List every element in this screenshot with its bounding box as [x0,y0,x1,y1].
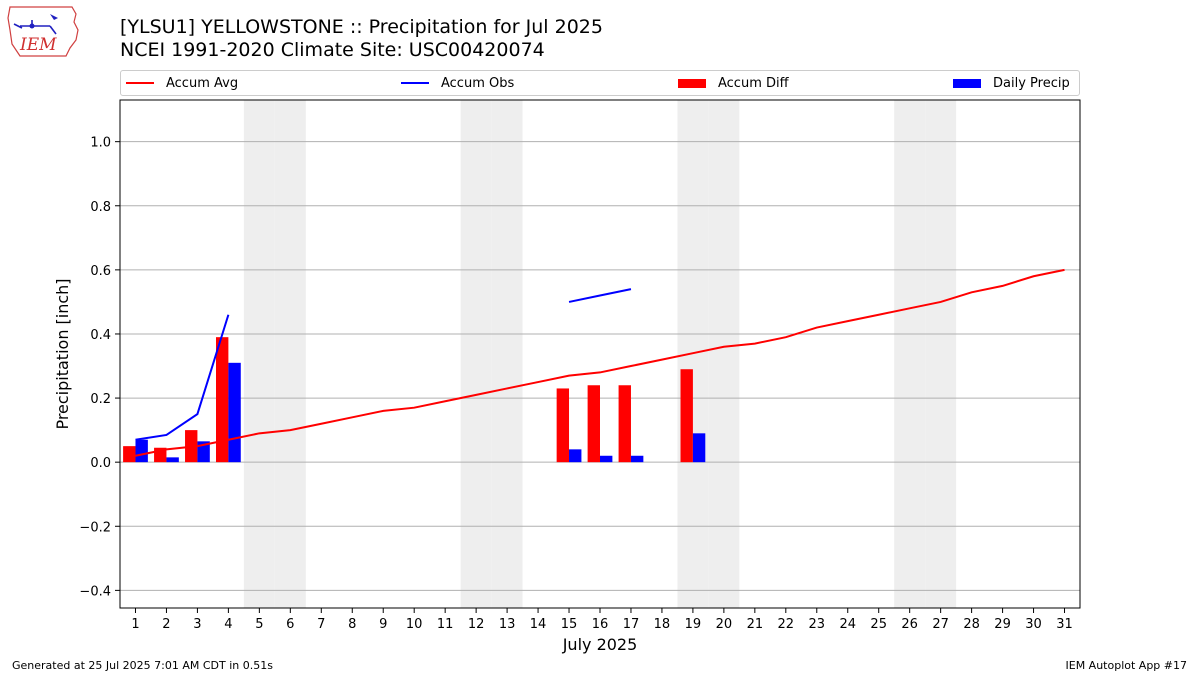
legend-label-accum-avg: Accum Avg [166,75,239,91]
plot-frame [119,99,1081,609]
line-accum-obs [135,314,230,441]
weather-station-icon [13,20,57,35]
y-tick-label: 0.4 [90,328,111,343]
legend-swatch-daily [953,78,981,88]
x-tick-label: 14 [530,617,547,632]
y-tick-label: −0.4 [79,584,111,599]
footer-app-label: IEM Autoplot App #17 [1065,659,1188,672]
legend-item-accum-diff: Accum Diff [678,71,789,95]
weekend-band [708,100,740,608]
weekend-band [925,100,957,608]
x-tick-label: 21 [747,617,764,632]
x-tick-label: 28 [963,617,980,632]
legend-label-accum-obs: Accum Obs [441,75,515,91]
logo-text: IEM [19,35,57,55]
x-tick-label: 1 [131,617,139,632]
x-tick-label: 5 [255,617,263,632]
x-axis-label: July 2025 [562,635,638,654]
y-tick-label: 1.0 [90,136,111,151]
y-tick-label: 0.8 [90,200,111,215]
bar-daily-precip [135,439,148,463]
x-tick-label: 24 [839,617,856,632]
bar-daily-precip [197,441,210,463]
bar-accum-diff [123,446,136,463]
bar-accum-diff [216,337,229,463]
x-tick-label: 7 [317,617,325,632]
x-tick-label: 2 [162,617,170,632]
x-tick-label: 6 [286,617,294,632]
chart-legend: Accum Avg Accum Obs Accum Diff Daily Pre… [120,70,1080,96]
x-tick-label: 19 [685,617,702,632]
x-tick-label: 3 [193,617,201,632]
bar-accum-diff [556,388,570,463]
x-tick-label: 25 [870,617,887,632]
bar-daily-precip [228,362,241,463]
x-tick-label: 12 [468,617,485,632]
footer-generated-text: Generated at 25 Jul 2025 7:01 AM CDT in … [12,659,273,672]
bar-daily-precip [600,455,613,463]
x-tick-label: 18 [654,617,671,632]
y-tick-label: 0.2 [90,392,111,407]
x-tick-label: 4 [224,617,232,632]
x-tick-label: 15 [561,617,578,632]
line-accum-avg [135,268,1065,457]
chart-title: [YLSU1] YELLOWSTONE :: Precipitation for… [120,16,603,38]
legend-item-daily-precip: Daily Precip [953,71,1070,95]
legend-swatch-avg [126,82,154,84]
x-tick-label: 20 [716,617,733,632]
x-tick-label: 30 [1025,617,1042,632]
bar-daily-precip [692,433,706,463]
legend-item-accum-avg: Accum Avg [126,71,238,95]
y-tick-label: 0.0 [90,456,111,471]
legend-label-daily-precip: Daily Precip [993,75,1070,91]
y-axis-label: Precipitation [inch] [53,278,72,429]
iem-logo: IEM [7,6,79,57]
x-tick-label: 13 [499,617,516,632]
y-tick-label: 0.6 [90,264,111,279]
x-tick-label: 9 [379,617,387,632]
weekend-band [274,100,306,608]
iowa-outline-icon [7,6,79,57]
x-tick-label: 23 [809,617,826,632]
weekend-band [243,100,275,608]
bar-daily-precip [166,457,179,463]
bar-daily-precip [630,455,644,463]
x-tick-label: 17 [623,617,640,632]
y-tick-label: −0.2 [79,520,111,535]
bar-accum-diff [680,369,693,463]
x-tick-label: 26 [901,617,918,632]
x-tick-label: 31 [1056,617,1073,632]
x-tick-label: 11 [437,617,454,632]
x-tick-label: 22 [778,617,795,632]
legend-swatch-diff [678,78,706,88]
bar-daily-precip [569,449,582,463]
x-tick-label: 27 [932,617,949,632]
weekend-band [491,100,523,608]
x-tick-label: 16 [592,617,609,632]
bar-accum-diff [587,385,600,463]
legend-swatch-obs [401,82,429,84]
x-tick-label: 29 [994,617,1011,632]
line-accum-obs [568,288,632,303]
x-tick-label: 10 [406,617,423,632]
bar-accum-diff [618,385,631,463]
x-tick-label: 8 [348,617,356,632]
weekend-band [894,100,926,608]
legend-item-accum-obs: Accum Obs [401,71,514,95]
legend-label-accum-diff: Accum Diff [718,75,789,91]
chart-subtitle: NCEI 1991-2020 Climate Site: USC00420074 [120,39,545,61]
weekend-band [460,100,492,608]
